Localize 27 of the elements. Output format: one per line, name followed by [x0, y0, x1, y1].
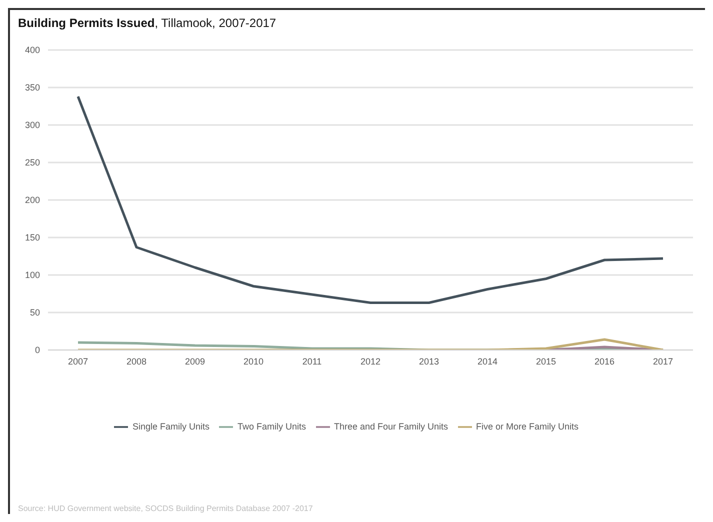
- y-tick-label: 200: [24, 195, 40, 206]
- chart-title: Building Permits Issued, Tillamook, 2007-2017: [18, 16, 276, 30]
- x-tick-label: 2012: [360, 356, 381, 366]
- line-series: [76, 95, 664, 304]
- x-tick-label: 2017: [652, 356, 674, 366]
- y-tick-label: 400: [24, 45, 40, 56]
- x-tick-label: 2015: [536, 356, 556, 366]
- y-tick-label: 0: [34, 345, 40, 356]
- legend-label: Three and Four Family Units: [334, 421, 448, 432]
- y-tick-label: 100: [24, 270, 40, 280]
- y-tick-label: 50: [30, 308, 40, 318]
- x-tick-label: 2014: [477, 356, 498, 366]
- legend-label: Single Family Units: [132, 421, 210, 432]
- y-tick-label: 150: [24, 232, 40, 243]
- x-tick-label: 2013: [418, 356, 440, 366]
- x-tick-label: 2009: [184, 356, 206, 366]
- y-tick-label: 350: [24, 82, 40, 93]
- y-tick-label: 300: [24, 120, 40, 130]
- x-tick-label: 2011: [302, 356, 322, 366]
- source-note: Source: HUD Government website, SOCDS Building Permits Database 2007 -2017: [18, 504, 313, 513]
- x-tick-label: 2007: [68, 356, 88, 366]
- x-tick-label: 2008: [126, 356, 147, 366]
- x-tick-label: 2010: [243, 356, 264, 366]
- x-tick-label: 2016: [594, 356, 615, 366]
- legend-label: Five or More Family Units: [476, 421, 579, 432]
- y-tick-label: 250: [24, 158, 40, 168]
- legend-label: Two Family Units: [237, 421, 306, 432]
